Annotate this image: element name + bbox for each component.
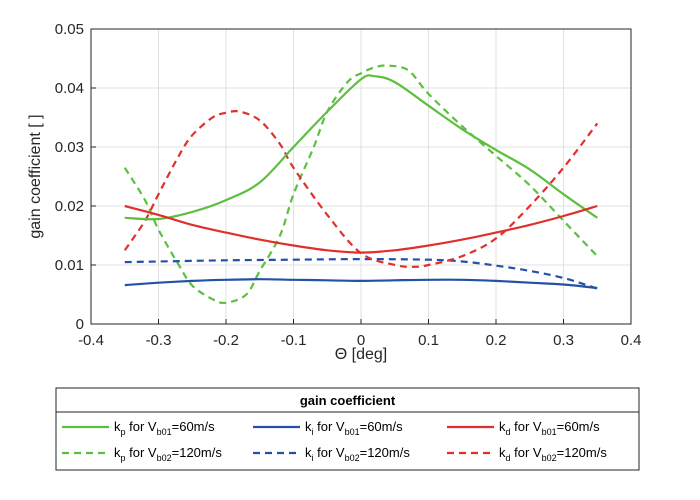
y-tick-label: 0.02: [55, 198, 84, 215]
legend-entry: ki for Vb02=120m/s: [253, 445, 410, 463]
x-tick-label: -0.4: [78, 332, 104, 349]
y-tick-label: 0.05: [55, 21, 84, 38]
legend: gain coefficient kp for Vb01=60m/s ki for…: [55, 387, 640, 471]
legend-label: kp for Vb02=120m/s: [114, 445, 222, 463]
legend-box: [55, 387, 640, 471]
x-tick-label: -0.1: [281, 332, 307, 349]
x-tick-label: 0.2: [486, 332, 507, 349]
legend-label: kp for Vb01=60m/s: [114, 419, 215, 437]
legend-label: ki for Vb01=60m/s: [305, 419, 403, 437]
series-line-i-b01: [124, 278, 598, 290]
x-tick-label: 0.3: [553, 332, 574, 349]
y-axis-label: gain coefficient [ ]: [27, 114, 44, 238]
y-tick-label: 0.04: [55, 80, 84, 97]
legend-entry: kp for Vb02=120m/s: [62, 445, 222, 463]
legend-label: kd for Vb01=60m/s: [499, 419, 600, 437]
y-tick-label: 0.01: [55, 257, 84, 274]
y-tick-label: 0.03: [55, 139, 84, 156]
x-axis-label: Θ [deg]: [335, 346, 387, 363]
legend-entry: ki for Vb01=60m/s: [253, 419, 403, 437]
x-tick-label: 0.4: [621, 332, 642, 349]
x-axis-ticks: -0.4 -0.3 -0.2 -0.1 0 0.1 0.2 0.3 0.4: [78, 319, 641, 349]
x-tick-label: 0: [357, 332, 365, 349]
series-line-d-b02: [123, 109, 599, 268]
legend-title: gain coefficient: [300, 393, 396, 408]
x-tick-label: -0.2: [213, 332, 239, 349]
series-line-p-b02: [123, 64, 599, 305]
series-line-i-b02: [124, 258, 598, 290]
y-tick-label: 0: [76, 316, 84, 333]
x-tick-label: -0.3: [146, 332, 172, 349]
series-line-p-b01: [124, 74, 598, 221]
y-axis-ticks: 0 0.01 0.02 0.03 0.04 0.05: [55, 21, 96, 333]
legend-entry: kp for Vb01=60m/s: [62, 419, 215, 437]
legend-label: kd for Vb02=120m/s: [499, 445, 607, 463]
legend-entries: kp for Vb01=60m/s ki for Vb01=60m/s kd for…: [62, 419, 607, 463]
series-line-d-b01: [124, 204, 598, 254]
legend-entry: kd for Vb02=120m/s: [447, 445, 607, 463]
x-tick-label: 0.1: [418, 332, 439, 349]
series-lines: [123, 64, 599, 305]
legend-label: ki for Vb02=120m/s: [305, 445, 410, 463]
legend-entry: kd for Vb01=60m/s: [447, 419, 600, 437]
